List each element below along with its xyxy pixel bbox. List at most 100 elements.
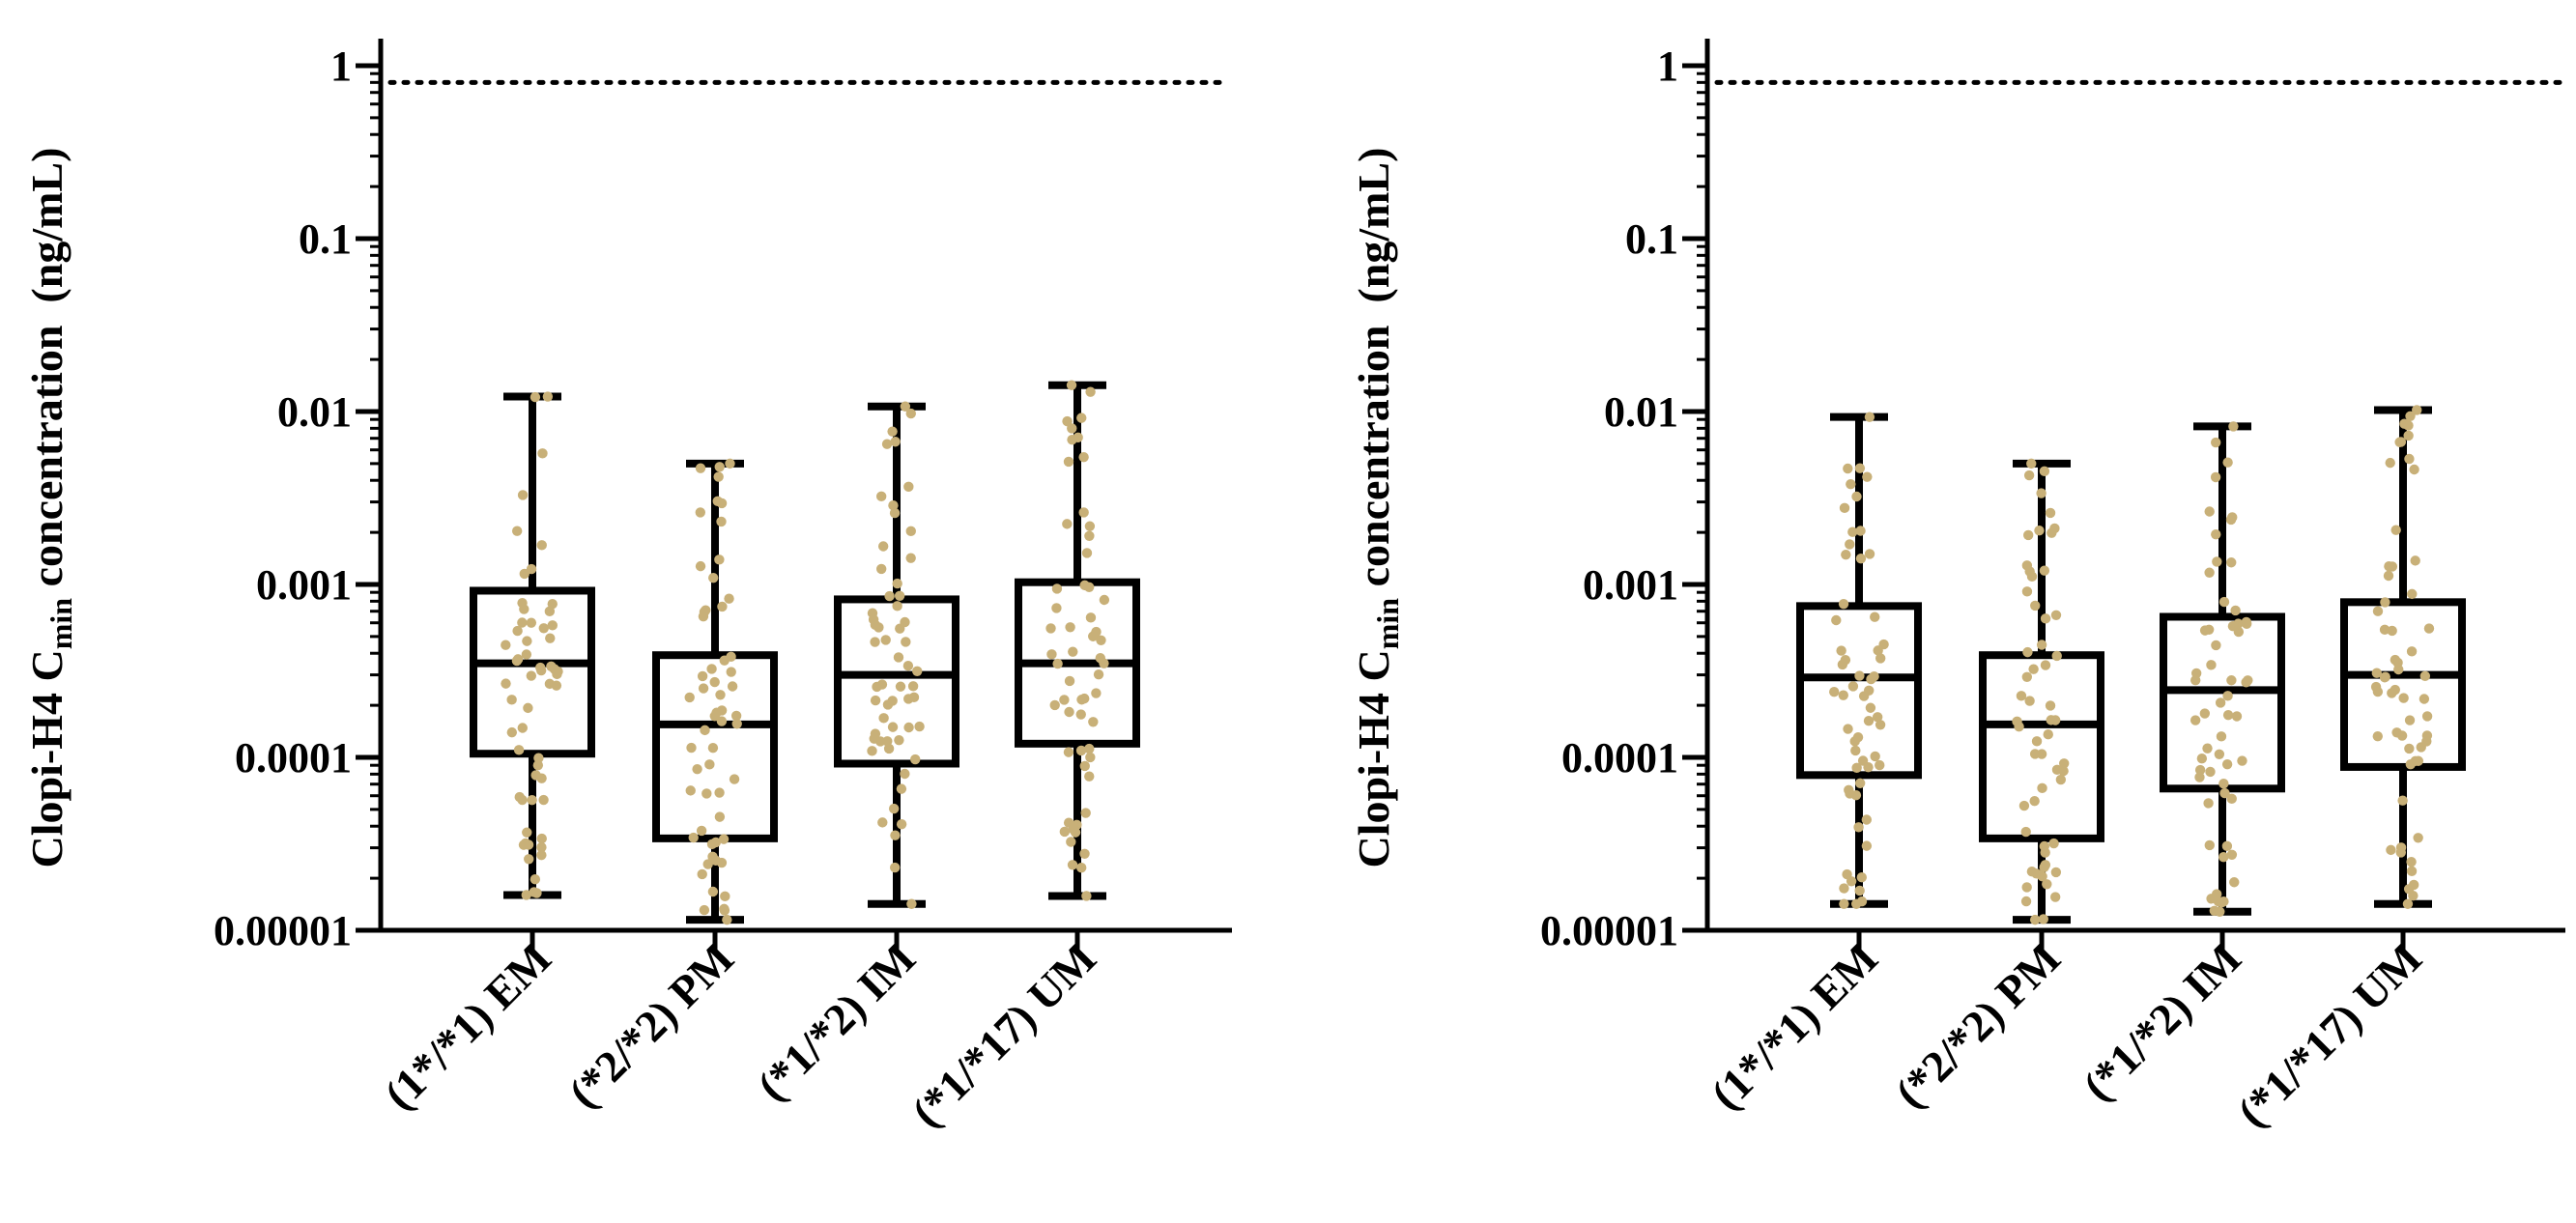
data-point [719, 655, 730, 666]
data-point [1856, 872, 1867, 883]
data-point [2050, 867, 2062, 878]
data-point [1066, 837, 1076, 847]
data-point [1843, 724, 1853, 734]
data-point [513, 745, 525, 755]
data-point [506, 695, 517, 705]
data-point [905, 553, 916, 563]
data-point [2194, 764, 2206, 776]
y-axis-label-suffix: concentration (ng/mL) [1349, 148, 1398, 598]
data-point [2016, 691, 2027, 701]
data-point [2202, 743, 2213, 754]
data-point [692, 763, 702, 775]
y-tick-label: 0.00001 [214, 907, 352, 954]
data-point [684, 692, 695, 703]
data-point [2233, 626, 2245, 638]
data-point [2398, 693, 2409, 703]
y-tick-label: 0.1 [299, 215, 352, 263]
data-point [2412, 405, 2422, 415]
data-point [874, 736, 886, 747]
data-point [2419, 694, 2430, 704]
data-point [1850, 745, 1861, 756]
data-point [2045, 700, 2056, 711]
data-point [2204, 506, 2215, 517]
data-point [2023, 469, 2035, 481]
data-point [868, 614, 879, 625]
x-tick-label: (1*/*1) EM [1702, 933, 1887, 1119]
data-point [1849, 736, 1860, 747]
data-point [2205, 766, 2216, 778]
data-point [535, 662, 546, 673]
data-point [730, 710, 742, 722]
data-point [887, 722, 899, 732]
data-point [2402, 898, 2414, 909]
x-tick-label: (*1/*2) IM [2074, 933, 2250, 1110]
data-point [549, 664, 559, 674]
data-point [501, 640, 511, 650]
data-point [2222, 457, 2233, 468]
data-point [2210, 471, 2221, 483]
data-point [1856, 896, 1868, 907]
box-iqr [1979, 651, 2104, 842]
data-point [1059, 826, 1071, 838]
y-tick-label: 0.0001 [235, 734, 352, 782]
data-point [2379, 672, 2390, 683]
data-point [2206, 660, 2217, 670]
data-point [895, 623, 905, 634]
box-group-2 [1979, 458, 2104, 925]
data-point [2386, 844, 2396, 856]
data-point [695, 463, 706, 473]
data-point [2227, 512, 2238, 523]
data-point [1078, 451, 1089, 463]
data-point [1046, 649, 1057, 660]
x-tick-label: (*1/*2) IM [748, 933, 925, 1110]
box-group-3 [834, 401, 959, 909]
data-point [719, 903, 730, 915]
data-point [519, 568, 530, 580]
data-point [524, 854, 534, 865]
data-point [2243, 675, 2253, 686]
data-point [686, 742, 697, 754]
data-point [1081, 891, 1092, 901]
data-point [727, 681, 738, 692]
data-point [698, 683, 709, 694]
data-point [2399, 418, 2410, 429]
data-point [880, 635, 891, 645]
data-point [731, 719, 742, 729]
data-point [2216, 731, 2227, 742]
data-point [699, 904, 710, 916]
data-point [1079, 848, 1090, 860]
data-point [2421, 711, 2433, 722]
data-point [725, 458, 735, 469]
data-point [2058, 765, 2069, 777]
data-point [1085, 752, 1096, 763]
data-point [903, 722, 914, 733]
data-point [2039, 466, 2050, 477]
data-point [2039, 565, 2050, 576]
data-point [2204, 567, 2215, 578]
data-point [2226, 793, 2237, 805]
data-point [1846, 876, 1857, 887]
data-point [2222, 691, 2233, 701]
data-point [715, 690, 726, 700]
data-point [1863, 716, 1875, 726]
data-point [2050, 715, 2061, 725]
data-point [2218, 596, 2230, 608]
data-point [1861, 814, 1873, 825]
data-point [501, 678, 511, 689]
data-point [2040, 660, 2051, 670]
data-point [1839, 883, 1849, 894]
data-point [2231, 711, 2243, 722]
data-point [888, 803, 900, 814]
data-point [1084, 521, 1096, 531]
data-point [1858, 691, 1870, 701]
data-point [542, 391, 554, 402]
y-tick-label: 0.001 [256, 561, 352, 609]
data-point [2036, 749, 2047, 759]
data-point [1088, 717, 1099, 727]
data-point [2026, 458, 2037, 469]
box-group-1 [470, 391, 595, 900]
data-point [910, 754, 921, 765]
data-point [536, 833, 547, 844]
data-point [890, 437, 901, 447]
data-point [1045, 623, 1056, 634]
